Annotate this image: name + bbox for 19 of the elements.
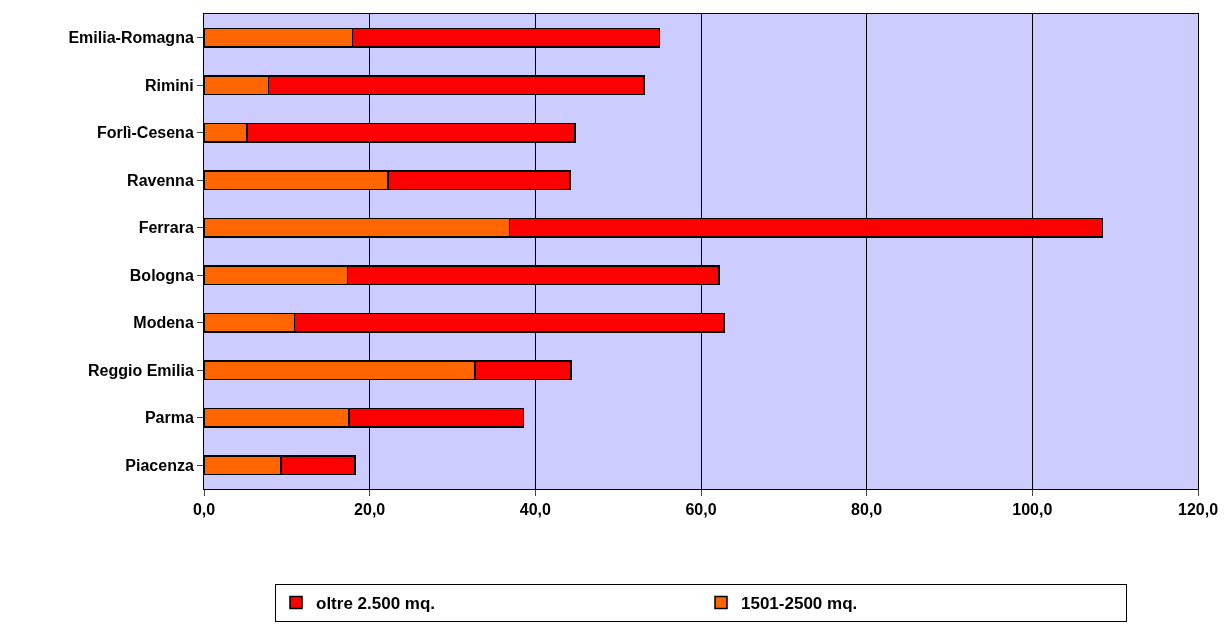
x-tick-label: 100,0: [1012, 501, 1053, 519]
x-tick-label: 80,0: [851, 501, 883, 519]
y-tick-label: Ferrara: [138, 219, 194, 237]
y-tick-label: Bologna: [129, 266, 194, 284]
x-tick-label: 40,0: [519, 501, 551, 519]
y-tick-label: Rimini: [144, 76, 194, 94]
x-tick-label: 0,0: [192, 501, 216, 519]
y-tick-label: Ravenna: [127, 171, 194, 189]
y-tick-label: Forlì-Cesena: [96, 124, 194, 142]
legend-label: 1501-2500 mq.: [741, 594, 858, 614]
x-tick-label: 20,0: [354, 501, 386, 519]
x-tick-label: 120,0: [1177, 501, 1219, 519]
x-tick-label: 60,0: [685, 501, 717, 519]
y-tick-label: Piacenza: [125, 456, 194, 474]
legend-label: oltre 2.500 mq.: [316, 594, 436, 614]
y-tick-label: Parma: [144, 409, 194, 427]
y-tick-label: Modena: [133, 314, 194, 332]
y-tick-label: Emilia-Romagna: [68, 29, 194, 47]
y-tick-label: Reggio Emilia: [88, 361, 194, 379]
